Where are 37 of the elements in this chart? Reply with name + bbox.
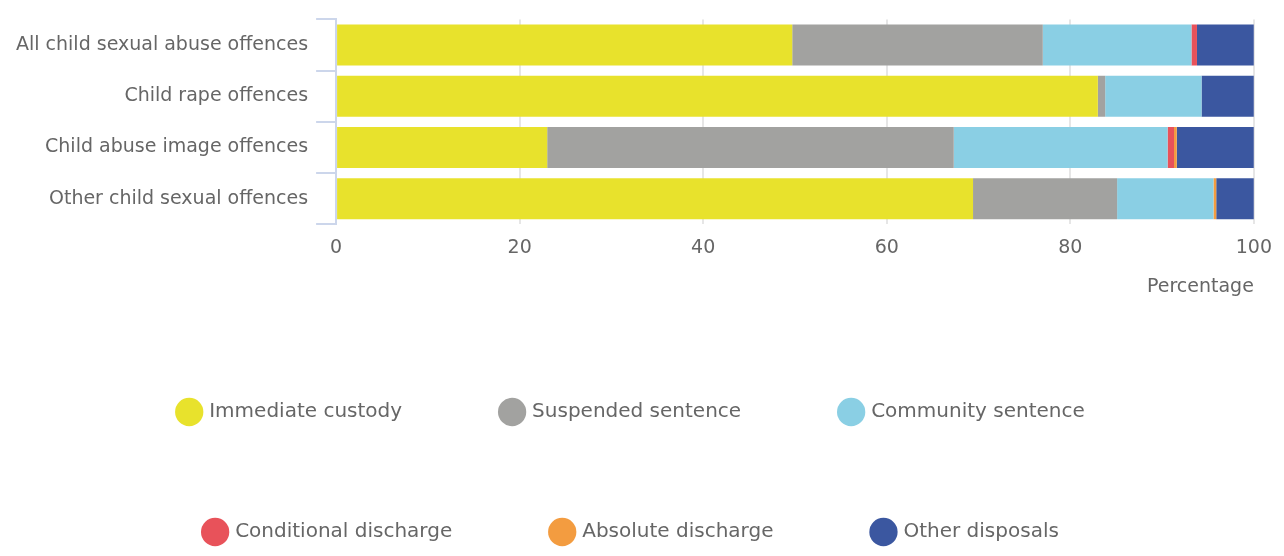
bar [1167,127,1175,169]
x-tick-label: 40 [691,234,716,257]
y-tick-label: Child abuse image offences [45,134,309,157]
y-tick-label: Child rape offences [124,83,309,106]
bar [1196,24,1254,66]
bar [1097,75,1106,117]
y-tick-label: All child sexual abuse offences [15,31,309,54]
bar [1042,24,1192,66]
x-tick-label: 20 [507,234,532,257]
legend-label: Absolute discharge [582,518,774,543]
legend-label: Conditional discharge [235,518,453,543]
bar [337,75,1098,117]
x-tick-label: 80 [1058,234,1083,257]
bar [1201,75,1254,117]
bar [792,24,1043,66]
bar [1213,178,1217,220]
legend-label: Suspended sentence [532,398,742,423]
bar [973,178,1118,220]
x-axis-title: Percentage [1146,273,1254,296]
y-tick-label: Other child sexual offences [48,185,309,208]
bar [953,127,1168,169]
bar [337,178,974,220]
bar [547,127,954,169]
x-tick-label: 100 [1235,234,1272,257]
x-tick-label: 60 [874,234,899,257]
bar [1174,127,1177,169]
legend-label: Immediate custody [209,398,403,423]
bar [1191,24,1197,66]
bar [337,24,793,66]
bar [1105,75,1202,117]
legend-label: Other disposals [903,518,1059,543]
x-tick-label: 0 [330,234,343,257]
bar [1216,178,1254,220]
bar [1117,178,1214,220]
bar [337,127,548,169]
bar [1176,127,1254,169]
legend-label: Community sentence [871,398,1085,423]
